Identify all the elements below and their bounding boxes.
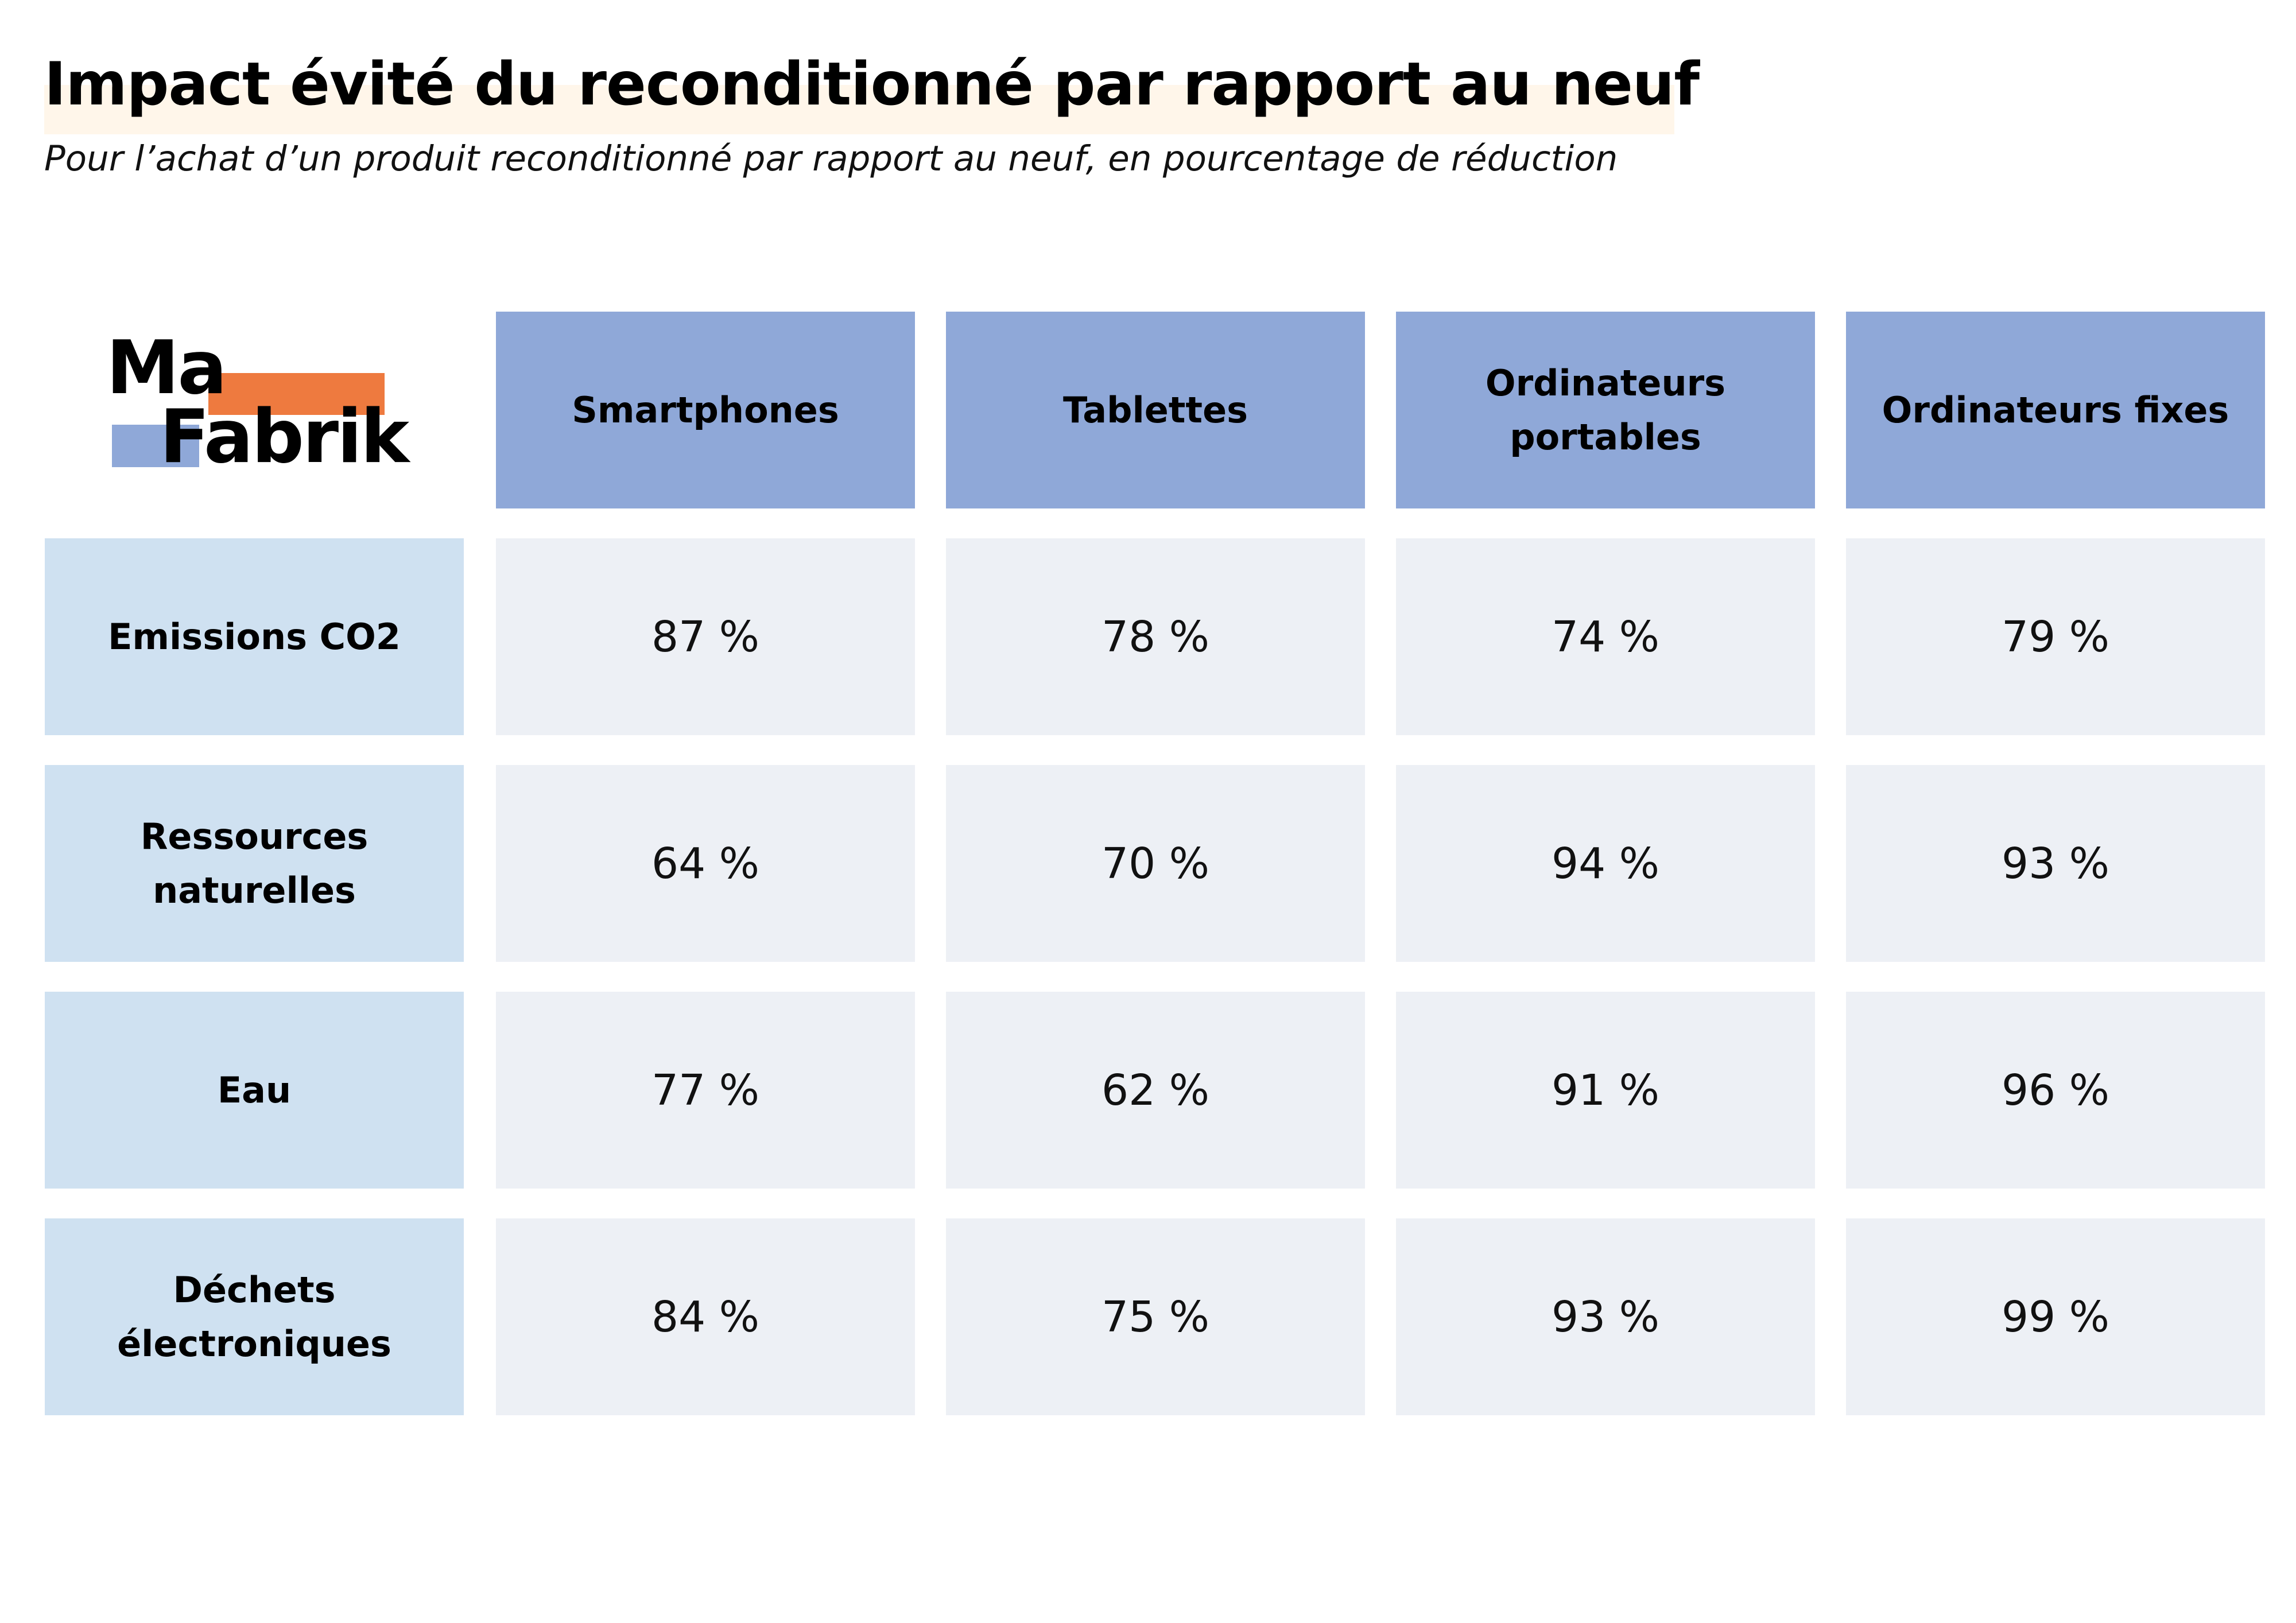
column-header-ordinateurs-fixes: Ordinateurs fixes: [1846, 312, 2265, 508]
logo-text-fabrik: Fabrik: [160, 394, 409, 480]
column-header-smartphones: Smartphones: [496, 312, 915, 508]
value-cell-dechets-electroniques-tablettes: 75 %: [946, 1218, 1365, 1415]
row-header-emissions-co2: Emissions CO2: [45, 538, 464, 735]
title-highlight: [44, 85, 1674, 134]
value-cell-emissions-co2-ordinateurs-portables: 74 %: [1396, 538, 1815, 735]
logo-orange-bar: [208, 373, 385, 415]
row-header-ressources-naturelles: Ressources naturelles: [45, 765, 464, 962]
value-cell-dechets-electroniques-ordinateurs-portables: 93 %: [1396, 1218, 1815, 1415]
page-subtitle: Pour l’achat d’un produit reconditionné …: [44, 138, 1618, 179]
value-cell-ressources-naturelles-ordinateurs-portables: 94 %: [1396, 765, 1815, 962]
column-header-tablettes: Tablettes: [946, 312, 1365, 508]
value-cell-ressources-naturelles-ordinateurs-fixes: 93 %: [1846, 765, 2265, 962]
title-block: Impact évité du reconditionné par rappor…: [44, 47, 1700, 134]
row-header-dechets-electroniques: Déchets électroniques: [45, 1218, 464, 1415]
logo-text-ma: Ma: [106, 325, 227, 411]
value-cell-ressources-naturelles-smartphones: 64 %: [496, 765, 915, 962]
page-title: Impact évité du reconditionné par rappor…: [44, 50, 1700, 119]
column-header-ordinateurs-portables: Ordinateurs portables: [1396, 312, 1815, 508]
value-cell-eau-ordinateurs-fixes: 96 %: [1846, 992, 2265, 1189]
value-cell-emissions-co2-ordinateurs-fixes: 79 %: [1846, 538, 2265, 735]
value-cell-emissions-co2-smartphones: 87 %: [496, 538, 915, 735]
value-cell-eau-tablettes: 62 %: [946, 992, 1365, 1189]
value-cell-dechets-electroniques-smartphones: 84 %: [496, 1218, 915, 1415]
value-cell-dechets-electroniques-ordinateurs-fixes: 99 %: [1846, 1218, 2265, 1415]
value-cell-emissions-co2-tablettes: 78 %: [946, 538, 1365, 735]
value-cell-eau-smartphones: 77 %: [496, 992, 915, 1189]
value-cell-ressources-naturelles-tablettes: 70 %: [946, 765, 1365, 962]
logo-blue-bar: [112, 425, 199, 467]
value-cell-eau-ordinateurs-portables: 91 %: [1396, 992, 1815, 1189]
row-header-eau: Eau: [45, 992, 464, 1189]
mafabrik-logo: Ma Fabrik: [106, 328, 409, 482]
